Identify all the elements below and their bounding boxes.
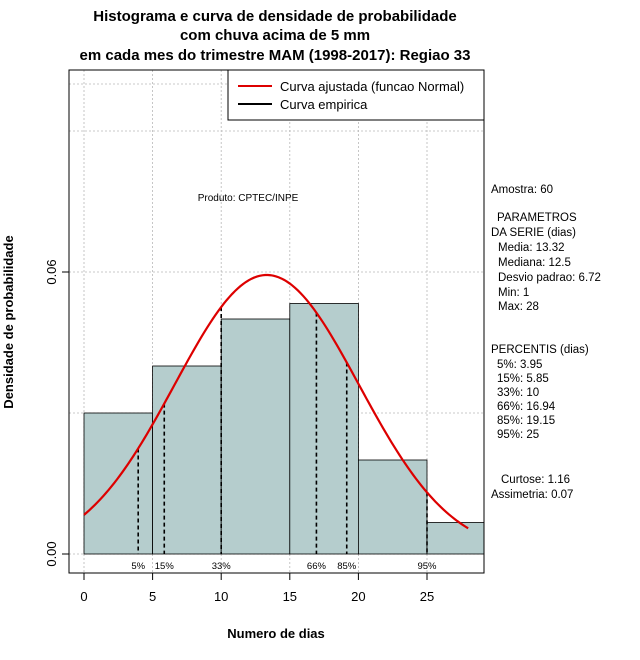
percentile-label-1: 5% <box>131 561 145 572</box>
percentile-label-5: 85% <box>337 561 357 572</box>
stat-mean: Media: 13.32 <box>498 242 565 254</box>
stat-sample: Amostra: 60 <box>491 184 553 196</box>
x-tick-label-0: 0 <box>80 589 87 604</box>
legend: Curva ajustada (funcao Normal) Curva emp… <box>227 69 485 121</box>
stat-skewness: Assimetria: 0.07 <box>491 489 573 501</box>
chart-title-line-1: Histograma e curva de densidade de proba… <box>93 8 456 25</box>
x-tick-label-5: 5 <box>149 589 156 604</box>
x-tick-label-25: 25 <box>420 589 434 604</box>
x-tick-label-10: 10 <box>214 589 228 604</box>
stat-p95: 95%: 25 <box>497 429 539 441</box>
axes: 0 5 10 15 20 25 0.00 0.06 <box>44 259 434 604</box>
stat-median: Mediana: 12.5 <box>498 257 571 269</box>
x-tick-label-15: 15 <box>283 589 297 604</box>
chart-title-line-2: com chuva acima de 5 mm <box>180 27 370 44</box>
y-tick-label-1: 0.06 <box>44 259 59 284</box>
histogram-bar-3 <box>220 318 291 555</box>
product-annotation: Produto: CPTEC/INPE <box>198 193 299 204</box>
stat-kurtosis: Curtose: 1.16 <box>501 474 570 486</box>
chart-title-line-3: em cada mes do trimestre MAM (1998-2017)… <box>80 47 471 64</box>
percentile-label-2: 15% <box>155 561 175 572</box>
stat-p85: 85%: 19.15 <box>497 415 555 427</box>
legend-label-empirical: Curva empirica <box>280 97 368 112</box>
histogram-bar-2 <box>152 365 222 555</box>
stat-stddev: Desvio padrao: 6.72 <box>498 272 601 284</box>
x-tick-label-20: 20 <box>351 589 365 604</box>
percentile-label-6: 95% <box>417 561 437 572</box>
y-tick-label-0: 0.00 <box>44 541 59 566</box>
stat-p5: 5%: 3.95 <box>497 359 542 371</box>
histogram-bars <box>83 303 485 555</box>
percentile-label-3: 33% <box>212 561 232 572</box>
percentile-lines: 5% 15% 33% 66% 85% 95% <box>131 307 437 572</box>
histogram-bar-5 <box>357 459 428 555</box>
stat-p66: 66%: 16.94 <box>497 401 556 413</box>
normal-curve-layer <box>83 273 469 530</box>
stat-max: Max: 28 <box>498 301 539 313</box>
legend-label-fitted: Curva ajustada (funcao Normal) <box>280 79 464 94</box>
normal-curve <box>83 273 469 530</box>
stat-params-title-1: PARAMETROS <box>497 212 577 224</box>
stat-min: Min: 1 <box>498 287 529 299</box>
stat-params-title-2: DA SERIE (dias) <box>491 227 576 239</box>
stat-percentiles-title: PERCENTIS (dias) <box>491 344 589 356</box>
x-axis-label: Numero de dias <box>227 626 325 641</box>
stat-p33: 33%: 10 <box>497 387 539 399</box>
legend-box <box>227 69 485 121</box>
stats-panel: Amostra: 60 PARAMETROS DA SERIE (dias) M… <box>491 184 601 501</box>
stat-p15: 15%: 5.85 <box>497 373 549 385</box>
histogram-bar-1 <box>83 412 153 555</box>
y-axis-label: Densidade de probabilidade <box>1 235 16 408</box>
histogram-bar-6 <box>426 522 485 555</box>
histogram-bar-4 <box>289 303 359 555</box>
percentile-label-4: 66% <box>307 561 327 572</box>
